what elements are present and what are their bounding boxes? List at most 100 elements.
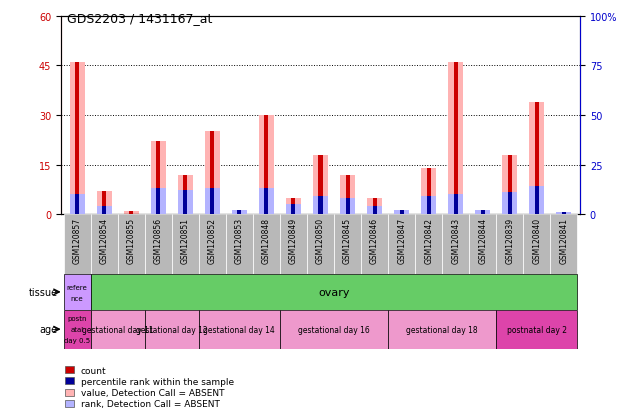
Text: GSM120852: GSM120852	[208, 218, 217, 263]
Bar	[319, 155, 322, 215]
Text: gestational day 14: gestational day 14	[203, 325, 275, 334]
Bar	[70, 195, 85, 215]
Bar	[481, 211, 485, 215]
Bar	[145, 215, 172, 275]
Bar	[259, 189, 274, 215]
Text: GSM120854: GSM120854	[99, 218, 109, 264]
Bar	[442, 215, 469, 275]
Bar	[448, 195, 463, 215]
Bar	[253, 215, 280, 275]
Bar	[496, 310, 578, 349]
Bar	[292, 198, 296, 215]
Bar	[415, 215, 442, 275]
Text: refere: refere	[67, 284, 87, 290]
Bar	[508, 193, 512, 215]
Bar	[156, 189, 160, 215]
Bar	[97, 207, 112, 215]
Bar	[529, 187, 544, 215]
Bar	[399, 211, 404, 215]
Bar	[448, 63, 463, 215]
Text: GDS2203 / 1431167_at: GDS2203 / 1431167_at	[67, 12, 213, 25]
Bar	[90, 310, 145, 349]
Bar	[421, 197, 436, 215]
Text: GSM120839: GSM120839	[505, 218, 514, 264]
Bar	[178, 191, 193, 215]
Text: gestational day 18: gestational day 18	[406, 325, 478, 334]
Bar	[97, 192, 112, 215]
Text: GSM120840: GSM120840	[532, 218, 542, 264]
Bar	[199, 215, 226, 275]
Bar	[503, 193, 517, 215]
Bar	[361, 215, 388, 275]
Text: atal: atal	[71, 326, 84, 332]
Text: nce: nce	[71, 296, 83, 301]
Bar	[529, 102, 544, 215]
Bar	[102, 207, 106, 215]
Text: GSM120853: GSM120853	[235, 218, 244, 264]
Bar	[129, 211, 133, 215]
Bar	[340, 199, 355, 215]
Text: day 0.5: day 0.5	[64, 337, 90, 343]
Bar	[496, 215, 523, 275]
Text: GSM120843: GSM120843	[451, 218, 460, 264]
Bar	[469, 215, 496, 275]
Bar	[334, 215, 361, 275]
Text: ovary: ovary	[319, 287, 350, 297]
Bar	[556, 213, 571, 215]
Bar	[102, 192, 106, 215]
Bar	[178, 175, 193, 215]
Bar	[124, 211, 138, 215]
Bar	[118, 215, 145, 275]
Bar	[75, 195, 79, 215]
Bar	[345, 199, 349, 215]
Text: GSM120851: GSM120851	[181, 218, 190, 263]
Text: GSM120855: GSM120855	[127, 218, 136, 264]
Bar	[535, 102, 539, 215]
Bar	[151, 142, 165, 215]
Bar	[503, 155, 517, 215]
Bar	[367, 198, 382, 215]
Text: GSM120850: GSM120850	[316, 218, 325, 264]
Bar	[210, 132, 214, 215]
Bar	[210, 189, 214, 215]
Bar	[394, 211, 409, 215]
Bar	[259, 116, 274, 215]
Text: GSM120848: GSM120848	[262, 218, 271, 263]
Bar	[427, 169, 431, 215]
Bar	[280, 215, 307, 275]
Text: tissue: tissue	[29, 287, 58, 297]
Bar	[372, 207, 377, 215]
Bar	[205, 132, 220, 215]
Text: postn: postn	[67, 316, 87, 321]
Bar	[388, 215, 415, 275]
Bar	[476, 211, 490, 215]
Bar	[286, 205, 301, 215]
Text: GSM120846: GSM120846	[370, 218, 379, 264]
Bar	[340, 175, 355, 215]
Bar	[280, 310, 388, 349]
Bar	[145, 310, 199, 349]
Bar	[226, 215, 253, 275]
Bar	[388, 310, 496, 349]
Bar	[427, 197, 431, 215]
Text: GSM120845: GSM120845	[343, 218, 352, 264]
Bar	[264, 189, 269, 215]
Bar	[199, 310, 280, 349]
Text: postnatal day 2: postnatal day 2	[507, 325, 567, 334]
Bar	[292, 205, 296, 215]
Bar	[508, 155, 512, 215]
Bar	[372, 198, 377, 215]
Bar	[183, 175, 187, 215]
Text: gestational day 12: gestational day 12	[136, 325, 208, 334]
Bar	[156, 142, 160, 215]
Bar	[151, 189, 165, 215]
Bar	[421, 169, 436, 215]
Bar	[90, 215, 118, 275]
Bar	[551, 215, 578, 275]
Bar	[345, 175, 349, 215]
Text: GSM120842: GSM120842	[424, 218, 433, 263]
Bar	[75, 63, 79, 215]
Bar	[237, 211, 242, 215]
Text: GSM120841: GSM120841	[560, 218, 569, 263]
Text: GSM120857: GSM120857	[72, 218, 81, 264]
